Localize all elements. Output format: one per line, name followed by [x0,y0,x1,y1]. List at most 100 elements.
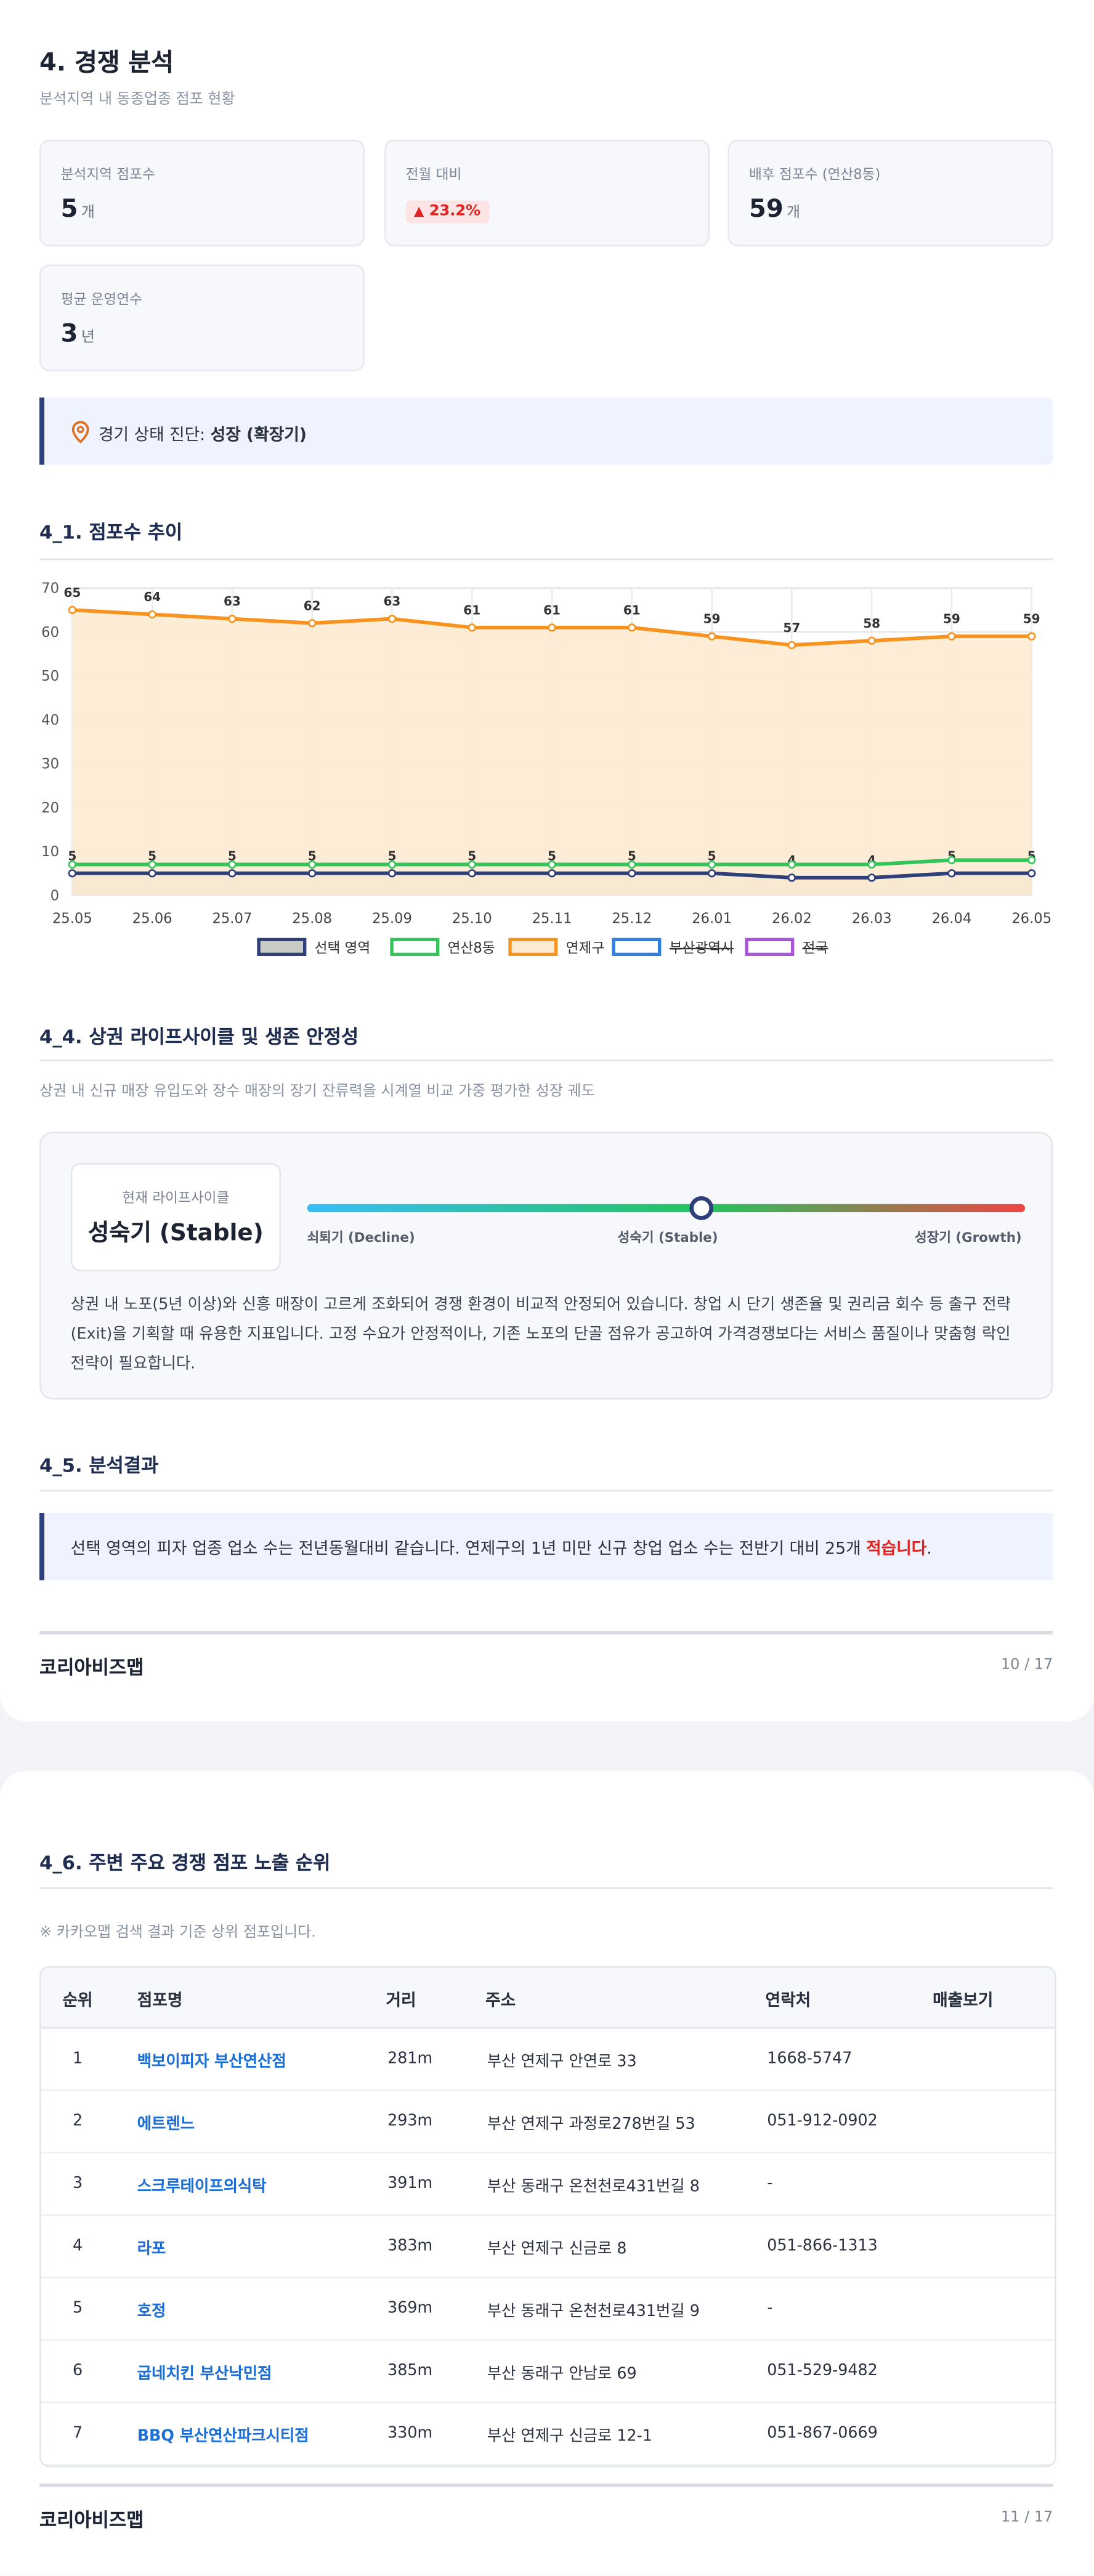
point [387,869,397,878]
x-tick-label: 25.08 [292,911,332,927]
x-tick-label: 25.06 [132,911,172,927]
divider [39,558,1053,561]
stat-card: 배후 점포수 (연산8동) 59 개 [727,139,1053,247]
phone: - [765,2277,933,2341]
point [148,610,156,619]
x-tick-label: 26.01 [692,911,732,927]
stat-value: 59 개 [749,194,800,224]
store-name[interactable]: 백보이피자 부산연산점 [114,2028,386,2091]
stat-label: 분석지역 점포수 [60,168,155,184]
point [947,632,956,641]
value-label: 61 [463,602,480,617]
store-name[interactable]: BBQ 부산연산파크시티점 [114,2402,386,2466]
column-header: 거리 [386,1967,486,2029]
store-name[interactable]: 호정 [114,2277,386,2341]
phone: - [765,2152,933,2216]
divider [39,1059,1053,1061]
legend-swatch [390,938,440,957]
header-row: 순위 점포명 거리 주소 연락처 매출보기 [41,1967,1055,2029]
y-tick-label: 20 [41,800,59,816]
lifecycle-gauge [307,1196,1026,1220]
value-label: 57 [783,620,800,635]
column-header: 순위 [41,1967,115,2029]
point [468,623,476,632]
phone: 051-866-1313 [765,2215,933,2278]
result-box: 선택 영역의 피자 업종 업소 수는 전년동월대비 같습니다. 연제구의 1년 … [39,1513,1053,1581]
phone: 1668-5747 [765,2028,933,2091]
value-label: 59 [703,612,721,626]
point [548,869,556,878]
value-label: 59 [1023,612,1040,626]
store-name[interactable]: 에트렌느 [114,2090,386,2154]
point [867,873,876,882]
value-label: 63 [384,594,401,609]
legend-label: 선택 영역 [315,941,371,957]
sales-cell [933,2277,1055,2341]
rank: 1 [41,2028,115,2091]
y-tick-label: 50 [41,668,59,684]
store-name[interactable]: 굽네치킨 부산낙민점 [114,2339,386,2404]
section-title: 4. 경쟁 분석 [39,47,174,78]
store-name[interactable]: 스크루테이프의식탁 [114,2152,386,2216]
stat-label: 평균 운영연수 [60,292,143,309]
phone: 051-529-9482 [765,2339,933,2404]
y-tick-label: 30 [41,756,59,772]
x-tick-label: 25.09 [372,911,412,927]
current-stage-card: 현재 라이프사이클 성숙기 (Stable) [70,1163,282,1272]
unit: 개 [81,205,95,222]
value-label: 5 [68,848,76,863]
point [787,860,796,869]
x-tick-label: 26.04 [931,911,971,927]
change-badge: ▲ 23.2% [405,200,489,224]
table-row: 3 스크루테이프의식탁 391m 부산 동래구 온천천로431번길 8- [41,2152,1055,2216]
stage-label: 성장기 (Growth) [915,1230,1022,1245]
point [468,860,476,869]
footer-brand: 코리아비즈맵 [39,1656,144,1679]
y-tick-label: 70 [41,581,59,597]
sales-cell [933,2090,1055,2154]
x-tick-label: 25.05 [52,911,92,927]
value-label: 5 [548,848,556,863]
store-name[interactable]: 라포 [114,2215,386,2278]
line-chart: 0 10 20 30 40 50 60 70 25.05 25.06 25.07 25.08 25.09… [41,581,1051,957]
value: 59 [749,193,784,224]
legend-swatch [745,938,795,957]
y-tick-label: 0 [51,888,59,904]
distance: 293m [386,2090,486,2154]
value-label: 64 [144,589,161,604]
rank: 5 [41,2277,115,2341]
table-row: 5 호정 369m 부산 동래구 온천천로431번길 9- [41,2277,1055,2341]
stat-card: 전월 대비 ▲ 23.2% [384,139,710,247]
point [548,860,556,869]
result-end: . [926,1541,932,1559]
page-number: 10 / 17 [1000,1657,1053,1674]
x-tick-label: 25.12 [612,911,652,927]
table-note: ※ 카카오맵 검색 결과 기준 상위 점포입니다. [39,1925,316,1942]
x-tick-label: 25.10 [452,911,492,927]
y-tick-label: 10 [41,844,59,860]
subsection-title: 4_6. 주변 주요 경쟁 점포 노출 순위 [39,1851,331,1874]
footer-divider [39,1631,1053,1635]
value-label: 65 [63,585,81,600]
point [308,860,317,869]
pin-icon [71,421,89,444]
footer-brand: 코리아비즈맵 [39,2508,144,2532]
column-header: 주소 [485,1967,766,2029]
table-row: 1 백보이피자 부산연산점 281m 부산 연제구 안연로 33 1668-5747 [41,2028,1055,2091]
divider [39,1887,1053,1889]
page-card: 4_6. 주변 주요 경쟁 점포 노출 순위 ※ 카카오맵 검색 결과 기준 상… [0,1770,1094,2576]
table-row: 6 굽네치킨 부산낙민점 385m 부산 동래구 안남로 69 051-529-9482 [41,2339,1055,2404]
point [1027,632,1036,641]
point [68,869,77,878]
value: 23.2% [429,203,481,221]
point [787,641,796,649]
subsection-title: 4_5. 분석결과 [39,1454,159,1477]
address: 부산 동래구 안남로 69 [485,2339,766,2404]
value-label: 63 [224,594,241,609]
stage-label: 성숙기 (Stable) [617,1230,718,1245]
point [628,623,636,632]
point [1027,869,1036,878]
distance: 281m [386,2028,486,2091]
